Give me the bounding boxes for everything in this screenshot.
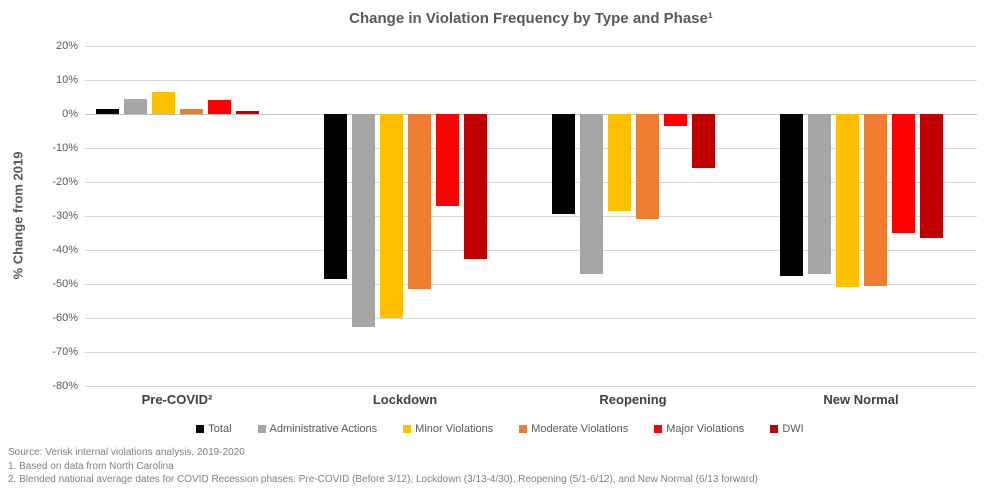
chart-title: Change in Violation Frequency by Type an… xyxy=(349,10,713,27)
x-category-label: Lockdown xyxy=(372,392,438,407)
legend-swatch-icon xyxy=(519,425,528,433)
legend: Total Administrative Actions Minor Violati… xyxy=(0,423,1000,435)
legend-item: Minor Violations xyxy=(403,423,493,435)
y-tick-label: -70% xyxy=(52,346,78,358)
y-tick-label: -30% xyxy=(52,210,78,222)
bar xyxy=(324,114,347,279)
bar xyxy=(464,114,487,259)
y-tick-label: 20% xyxy=(55,40,78,52)
bar xyxy=(352,114,375,327)
gridline xyxy=(85,182,977,183)
gridline xyxy=(85,284,977,285)
x-category-label: New Normal xyxy=(823,392,899,407)
legend-item: Total xyxy=(196,423,232,435)
y-axis-title: % Change from 2019 xyxy=(10,151,26,280)
y-tick-label: -40% xyxy=(52,244,78,256)
gridline xyxy=(85,318,977,319)
legend-label: Moderate Violations xyxy=(531,423,629,435)
bar xyxy=(608,114,631,211)
bar xyxy=(920,114,943,238)
bar xyxy=(96,109,119,114)
legend-label: DWI xyxy=(782,423,804,435)
source-note: Source: Verisk internal violations analy… xyxy=(8,447,245,458)
legend-swatch-icon xyxy=(257,425,266,433)
gridline xyxy=(85,250,977,251)
gridline xyxy=(85,80,977,81)
bar xyxy=(836,114,859,287)
bar xyxy=(636,114,659,219)
legend-swatch-icon xyxy=(770,425,779,433)
gridline xyxy=(85,386,977,387)
legend-label: Administrative Actions xyxy=(269,423,378,435)
legend-item: Major Violations xyxy=(654,423,744,435)
legend-label: Major Violations xyxy=(666,423,745,435)
bar xyxy=(580,114,603,274)
y-tick-label: 0% xyxy=(62,108,78,120)
bar xyxy=(808,114,831,274)
gridline xyxy=(85,114,977,115)
y-tick-label: -50% xyxy=(52,278,78,290)
y-tick-label: -80% xyxy=(52,380,78,392)
bar xyxy=(152,92,175,114)
legend-swatch-icon xyxy=(654,425,663,433)
legend-label: Minor Violations xyxy=(415,423,494,435)
bar xyxy=(436,114,459,206)
y-tick-label: 10% xyxy=(55,74,78,86)
bar xyxy=(408,114,431,289)
y-tick-label: -20% xyxy=(52,176,78,188)
gridline xyxy=(85,46,977,47)
bar xyxy=(180,109,203,114)
bar xyxy=(236,111,259,114)
legend-item: Moderate Violations xyxy=(519,423,628,435)
y-tick-label: -60% xyxy=(52,312,78,324)
footer: Source: Verisk internal violations analy… xyxy=(8,446,758,487)
bar xyxy=(380,114,403,318)
bar xyxy=(208,100,231,114)
gridline xyxy=(85,352,977,353)
footnote-2: 2. Blended national average dates for CO… xyxy=(8,474,758,485)
y-tick-label: -10% xyxy=(52,142,78,154)
gridline xyxy=(85,216,977,217)
legend-swatch-icon xyxy=(403,425,412,433)
bar xyxy=(552,114,575,214)
bar xyxy=(664,114,687,126)
legend-item: Administrative Actions xyxy=(257,423,378,435)
x-category-label: Pre-COVID² xyxy=(141,392,213,407)
footnote-1: 1. Based on data from North Carolina xyxy=(8,460,174,472)
bar xyxy=(892,114,915,233)
bar xyxy=(864,114,887,286)
legend-label: Total xyxy=(208,423,232,435)
x-category-label: Reopening xyxy=(599,392,667,407)
bar xyxy=(780,114,803,276)
bar xyxy=(124,99,147,114)
gridline xyxy=(85,148,977,149)
bar xyxy=(692,114,715,168)
legend-swatch-icon xyxy=(196,425,205,433)
legend-item: DWI xyxy=(770,423,804,435)
